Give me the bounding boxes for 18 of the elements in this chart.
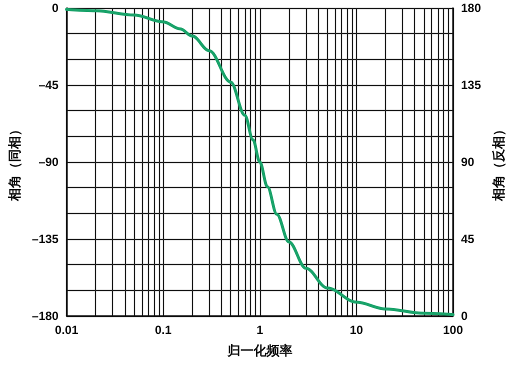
x-tick-label: 0.1	[154, 323, 172, 337]
y-tick-label: 0	[52, 1, 59, 15]
x-tick-label: 10	[350, 323, 364, 337]
x-tick-label: 0.01	[54, 323, 79, 337]
y2-tick-label: 90	[461, 155, 475, 169]
y2-tick-label: 45	[461, 232, 475, 246]
y2-tick-label: 0	[461, 309, 468, 323]
y-tick-label: –45	[38, 78, 59, 92]
x-tick-label: 100	[442, 323, 464, 337]
y-tick-label: –90	[38, 155, 59, 169]
x-axis-title: 归一化频率	[226, 343, 292, 358]
x-tick-label: 1	[256, 323, 264, 337]
y-tick-label: –135	[32, 232, 59, 246]
y-axis-title: 相角（同相）	[7, 123, 22, 202]
y2-tick-label: 180	[461, 1, 482, 15]
y2-axis-title: 相角（反相）	[490, 123, 506, 202]
y-tick-label: –180	[32, 309, 59, 323]
y2-tick-label: 135	[461, 78, 482, 92]
